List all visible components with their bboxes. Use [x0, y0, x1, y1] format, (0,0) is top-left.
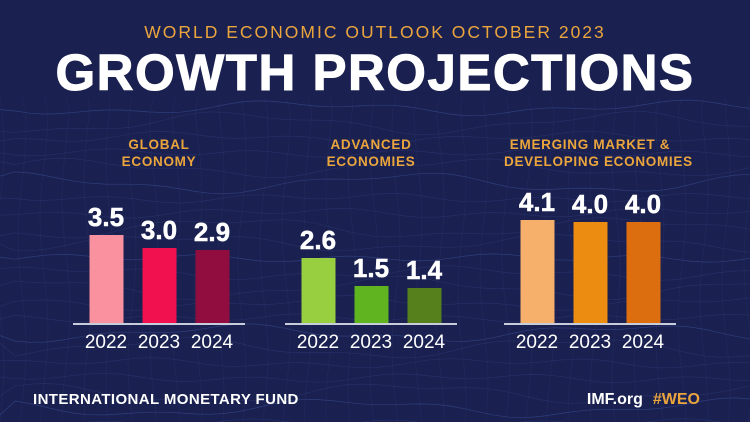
bar-cell-2022: 2.6 [292, 227, 345, 324]
bars-row: 2.6 1.5 1.4 [292, 227, 451, 324]
footer-weo-hashtag: #WEO [652, 391, 700, 408]
bars-row: 3.5 3.0 2.9 [80, 204, 239, 324]
chart-group-emerging-market-developing-economies: EMERGING MARKET & DEVELOPING ECONOMIES 4.1… [504, 137, 693, 353]
axis-baseline [73, 323, 245, 325]
group-title-emerging-market-developing-economies: EMERGING MARKET & DEVELOPING ECONOMIES [504, 137, 693, 170]
category-label-2024: 2024 [621, 332, 665, 353]
category-label-2023: 2023 [568, 332, 612, 353]
bar-global-economy-2023 [142, 248, 176, 324]
group-title-line: ECONOMY [121, 153, 197, 169]
bar-value-label: 3.5 [87, 202, 125, 232]
bar-cell-2023: 3.0 [133, 217, 186, 324]
bar-value-label: 2.9 [193, 217, 231, 247]
category-labels-row: 2022 2023 2024 [511, 333, 670, 353]
bar-emerging-market-developing-economies-2023 [573, 222, 607, 324]
group-title-line: ECONOMIES [326, 153, 416, 169]
group-title-global-economy: GLOBAL ECONOMY [73, 137, 245, 170]
category-labels-row: 2022 2023 2024 [292, 333, 451, 353]
category-label-2024: 2024 [190, 332, 234, 353]
bar-cell-2022: 3.5 [80, 204, 133, 324]
bar-advanced-economies-2024 [407, 288, 441, 324]
bar-cell-2023: 1.5 [345, 255, 398, 324]
bar-advanced-economies-2023 [354, 286, 388, 324]
category-label-2023: 2023 [137, 332, 181, 353]
bar-advanced-economies-2022 [301, 258, 335, 324]
page-title: GROWTH PROJECTIONS [55, 44, 695, 101]
report-kicker: WORLD ECONOMIC OUTLOOK OCTOBER 2023 [144, 22, 606, 42]
bar-global-economy-2022 [89, 235, 123, 324]
bar-value-label: 4.1 [518, 187, 556, 217]
axis-baseline [504, 323, 676, 325]
bar-value-label: 1.4 [405, 255, 443, 285]
group-title-line: DEVELOPING ECONOMIES [504, 153, 693, 169]
category-label-2022: 2022 [296, 332, 340, 353]
bar-cell-2024: 1.4 [398, 257, 451, 324]
bar-global-economy-2024 [195, 250, 229, 324]
bar-value-label: 1.5 [352, 253, 390, 283]
bar-value-label: 4.0 [624, 189, 662, 219]
bar-cell-2023: 4.0 [564, 191, 617, 324]
group-title-advanced-economies: ADVANCED ECONOMIES [285, 137, 457, 170]
bar-emerging-market-developing-economies-2022 [520, 220, 554, 324]
footer-links: IMF.org #WEO [587, 391, 700, 409]
bar-cell-2024: 4.0 [617, 191, 670, 324]
bar-value-label: 4.0 [571, 189, 609, 219]
axis-baseline [285, 323, 457, 325]
group-title-line: GLOBAL [128, 137, 190, 152]
category-label-2022: 2022 [515, 332, 559, 353]
bar-cell-2024: 2.9 [186, 219, 239, 324]
footer-organization-name: INTERNATIONAL MONETARY FUND [33, 391, 299, 408]
bar-cell-2022: 4.1 [511, 189, 564, 324]
footer-imf-url: IMF.org [586, 391, 643, 408]
bar-value-label: 2.6 [299, 225, 337, 255]
group-title-line: ADVANCED [330, 137, 412, 152]
category-label-2022: 2022 [84, 332, 128, 353]
category-label-2024: 2024 [402, 332, 446, 353]
chart-group-advanced-economies: ADVANCED ECONOMIES 2.6 1.5 1.4 2022 2023 2024 [285, 137, 457, 353]
bar-value-label: 3.0 [140, 215, 178, 245]
category-label-2023: 2023 [349, 332, 393, 353]
chart-group-global-economy: GLOBAL ECONOMY 3.5 3.0 2.9 2022 2023 2024 [73, 137, 245, 353]
bars-row: 4.1 4.0 4.0 [511, 189, 670, 324]
bar-emerging-market-developing-economies-2024 [626, 222, 660, 324]
category-labels-row: 2022 2023 2024 [80, 333, 239, 353]
group-title-line: EMERGING MARKET & [509, 137, 671, 152]
